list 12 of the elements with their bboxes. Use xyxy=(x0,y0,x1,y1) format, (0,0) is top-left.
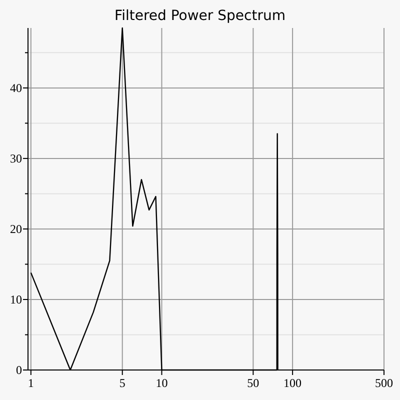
x-tick-label: 100 xyxy=(284,376,302,390)
chart-title: Filtered Power Spectrum xyxy=(114,8,286,24)
y-tick-label: 10 xyxy=(10,292,22,307)
x-tick-label: 500 xyxy=(375,376,393,390)
x-tick-label: 1 xyxy=(28,376,34,390)
x-tick-label: 10 xyxy=(156,376,168,390)
x-tick-label: 5 xyxy=(119,376,126,390)
x-tick-label: 50 xyxy=(247,376,260,390)
y-tick-label: 30 xyxy=(10,152,22,166)
y-tick-label: 20 xyxy=(10,222,22,236)
y-tick-label: 0 xyxy=(16,363,22,378)
y-tick-label: 40 xyxy=(10,81,22,96)
